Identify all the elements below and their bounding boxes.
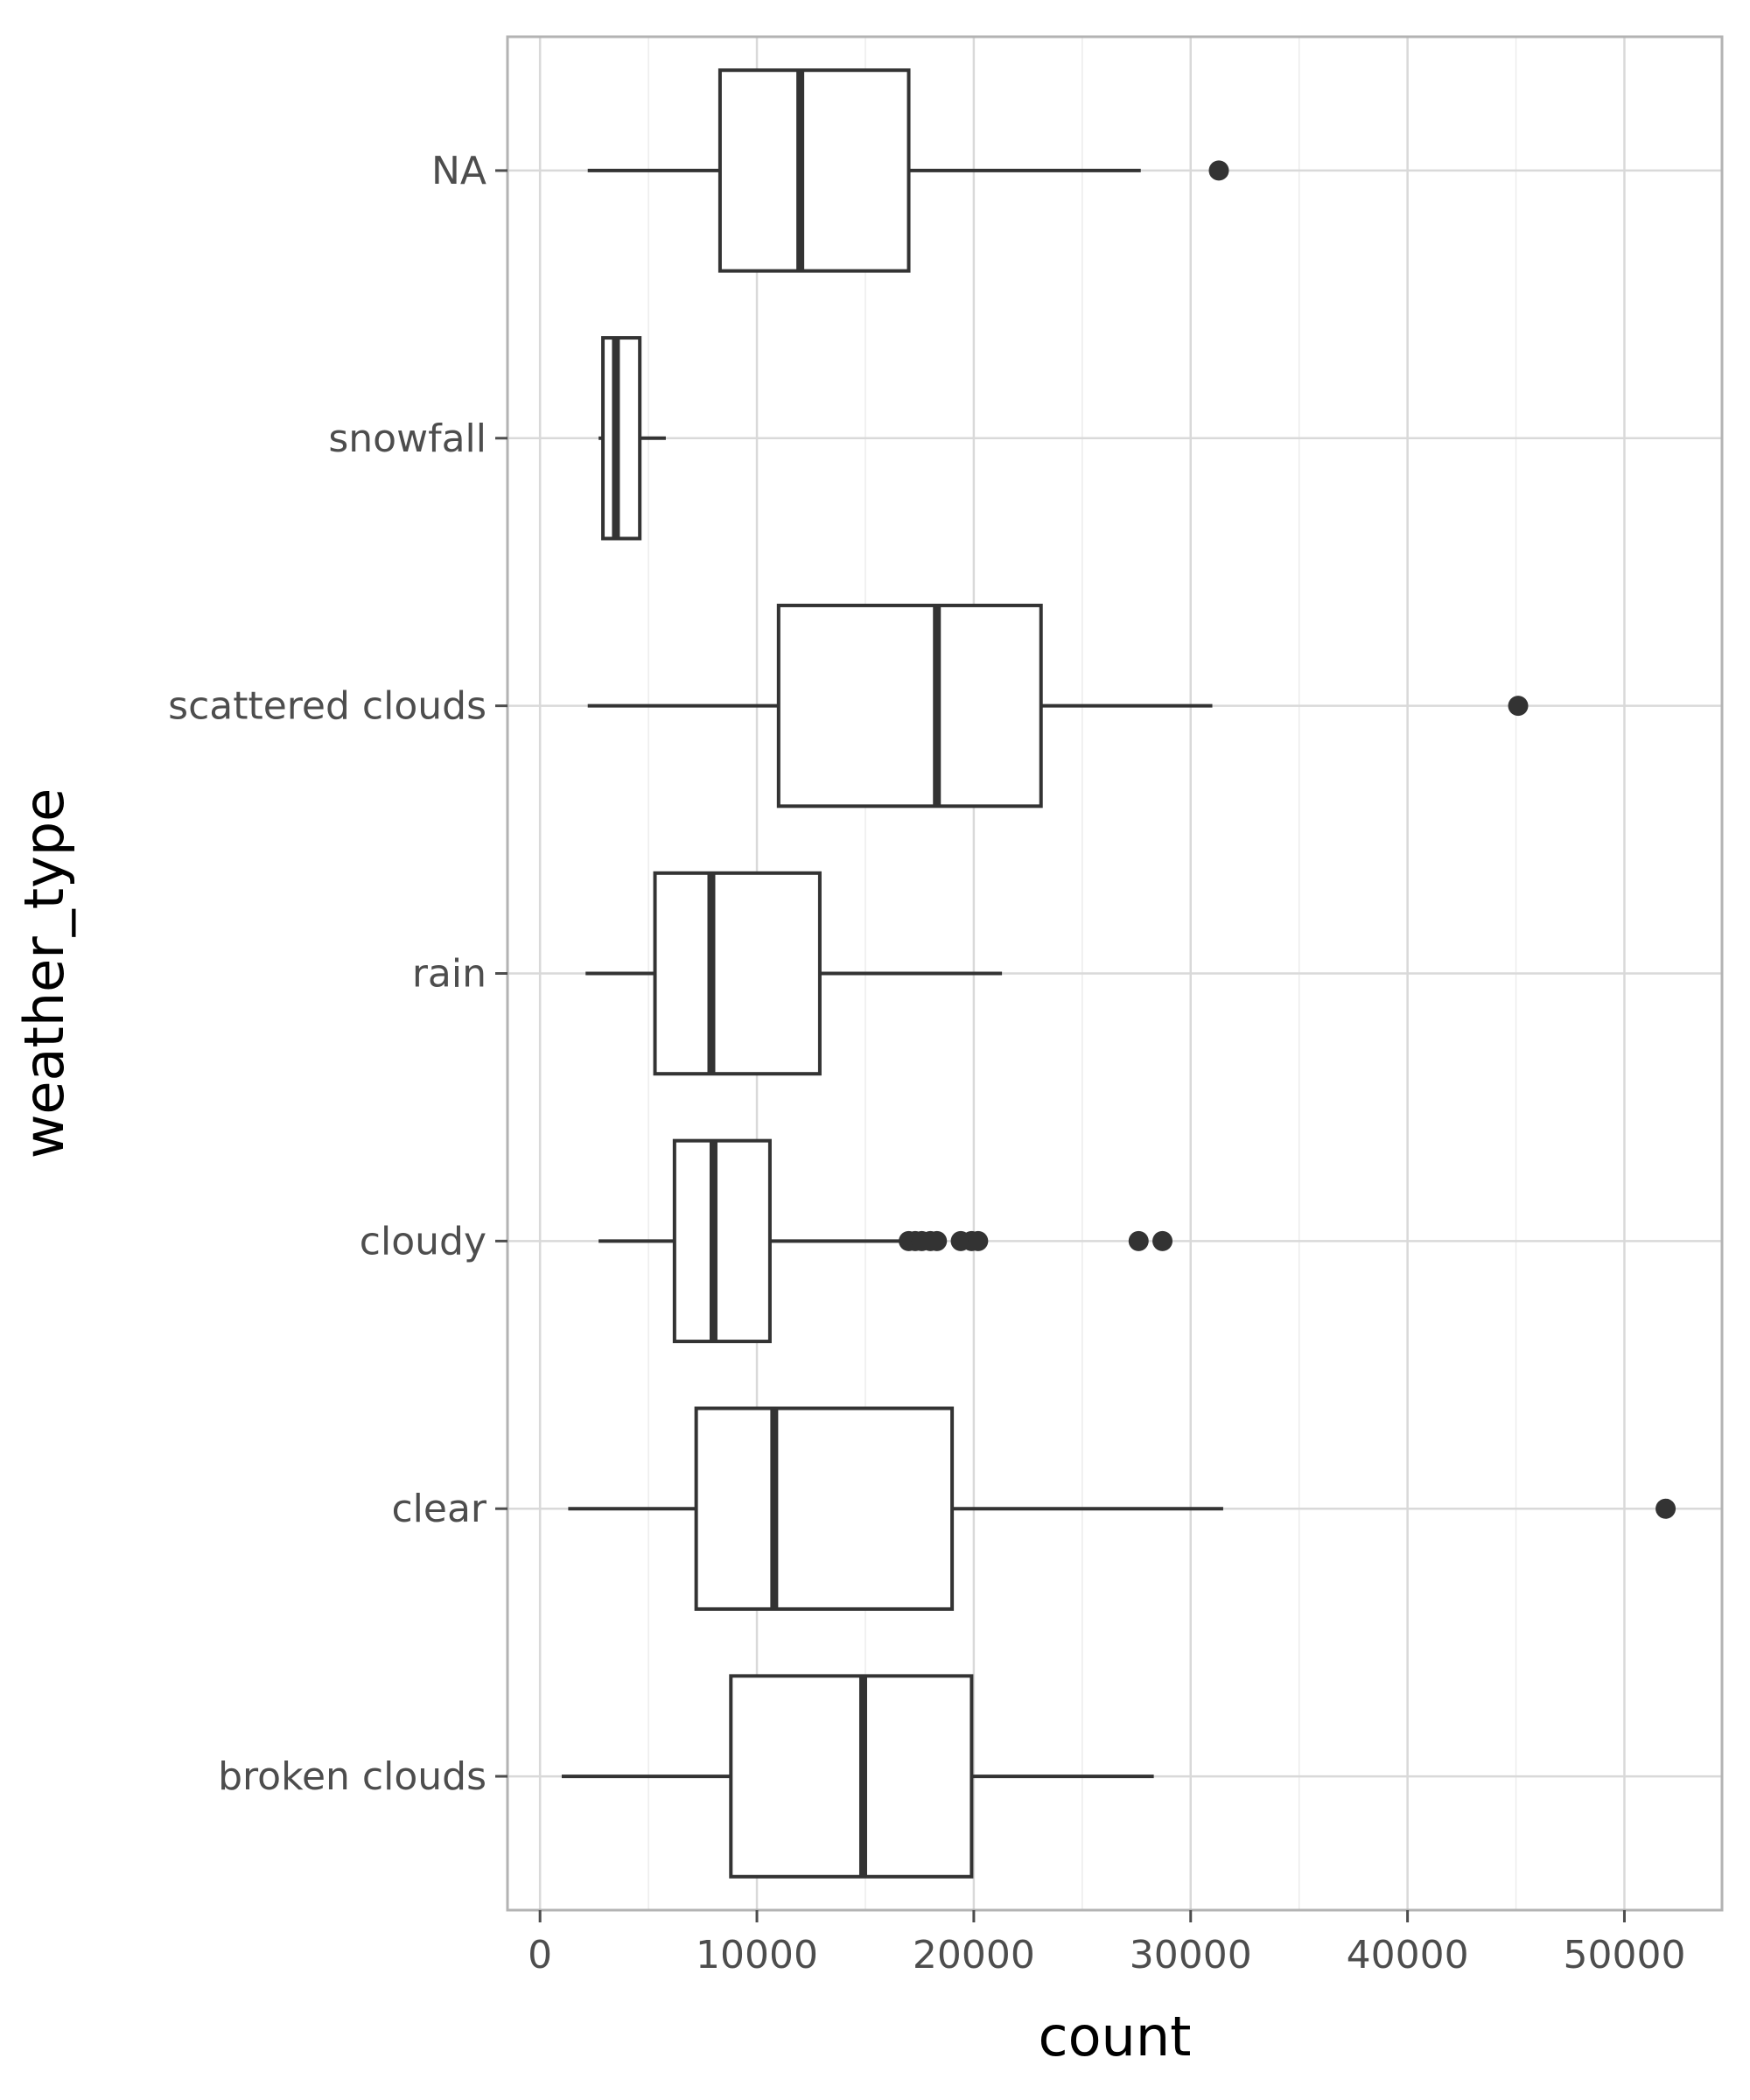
box-broken-clouds <box>561 1674 1154 1879</box>
box-cloudy <box>598 1138 1173 1344</box>
axes: 0 10000 20000 30000 40000 50000 NA snowfall scat… <box>168 149 1685 1978</box>
box-snowfall <box>598 336 666 541</box>
x-tick-label: 0 <box>528 1933 552 1978</box>
y-tick-label: cloudy <box>360 1219 486 1264</box>
boxes <box>561 68 1676 1879</box>
box-iqr <box>653 871 822 1076</box>
outlier-point <box>1128 1230 1149 1251</box>
outlier-point <box>927 1230 948 1251</box>
box-iqr <box>729 1674 974 1879</box>
x-tick-label: 30000 <box>1130 1933 1252 1978</box>
outlier-point <box>1208 160 1229 181</box>
x-tick-label: 10000 <box>696 1933 818 1978</box>
outlier-point <box>968 1230 989 1251</box>
y-axis-title: weather_type <box>12 788 76 1159</box>
outlier-point <box>1508 696 1529 717</box>
outlier-point <box>1152 1230 1173 1251</box>
box-scattered-clouds <box>587 603 1529 808</box>
box-iqr <box>776 603 1043 808</box>
y-tick-label: broken clouds <box>218 1754 486 1799</box>
y-tick-label: rain <box>412 952 486 997</box>
box-iqr <box>672 1138 772 1344</box>
x-tick-label: 50000 <box>1563 1933 1685 1978</box>
x-tick-label: 20000 <box>913 1933 1035 1978</box>
y-tick-label: snowfall <box>328 416 486 461</box>
box-na <box>587 68 1229 273</box>
y-tick-label: scattered clouds <box>168 684 486 729</box>
box-iqr <box>601 336 642 541</box>
x-tick-label: 40000 <box>1347 1933 1469 1978</box>
box-iqr <box>694 1406 955 1611</box>
box-clear <box>568 1406 1676 1611</box>
y-tick-label: NA <box>431 149 486 193</box>
x-axis-title: count <box>1039 2005 1192 2068</box>
outlier-point <box>1656 1498 1676 1519</box>
y-tick-label: clear <box>391 1487 486 1531</box>
box-rain <box>585 871 1003 1076</box>
box-iqr <box>718 68 911 273</box>
